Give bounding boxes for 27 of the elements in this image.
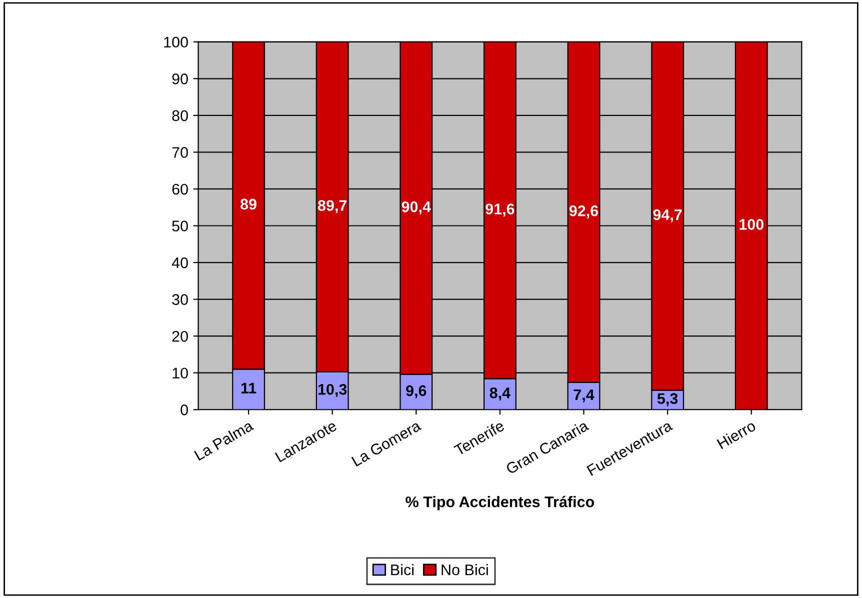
data-label: 5,3 xyxy=(657,393,678,406)
y-tick-label: 20 xyxy=(172,330,188,342)
data-label: 10,3 xyxy=(318,384,347,398)
y-tick-label: 70 xyxy=(172,147,188,158)
y-tick-label: 90 xyxy=(172,74,188,84)
legend-label: No Bici xyxy=(442,564,488,576)
data-label: 9,6 xyxy=(406,385,426,398)
y-tick-label: 100 xyxy=(164,36,188,48)
data-label: 92,6 xyxy=(569,205,598,218)
data-label: 11 xyxy=(241,382,256,394)
y-tick-label: 80 xyxy=(172,110,188,122)
data-label: 94,7 xyxy=(653,209,682,222)
y-tick-label: 50 xyxy=(172,220,188,232)
y-tick-label: 40 xyxy=(172,257,188,268)
y-tick-label: 30 xyxy=(172,294,188,305)
y-tick-label: 10 xyxy=(172,368,188,379)
data-label: 91,6 xyxy=(486,204,514,217)
y-tick-label: 0 xyxy=(180,404,188,416)
legend-label: Bici xyxy=(391,564,414,576)
data-label: 100 xyxy=(740,219,764,230)
data-label: 8,4 xyxy=(490,387,510,400)
data-label: 89 xyxy=(240,198,256,210)
data-label: 7,4 xyxy=(574,389,594,402)
y-tick-label: 60 xyxy=(172,184,188,195)
x-axis-title: % Tipo Accidentes Tráfico xyxy=(406,496,594,510)
data-label: 90,4 xyxy=(402,201,431,214)
data-label: 89,7 xyxy=(318,200,347,214)
